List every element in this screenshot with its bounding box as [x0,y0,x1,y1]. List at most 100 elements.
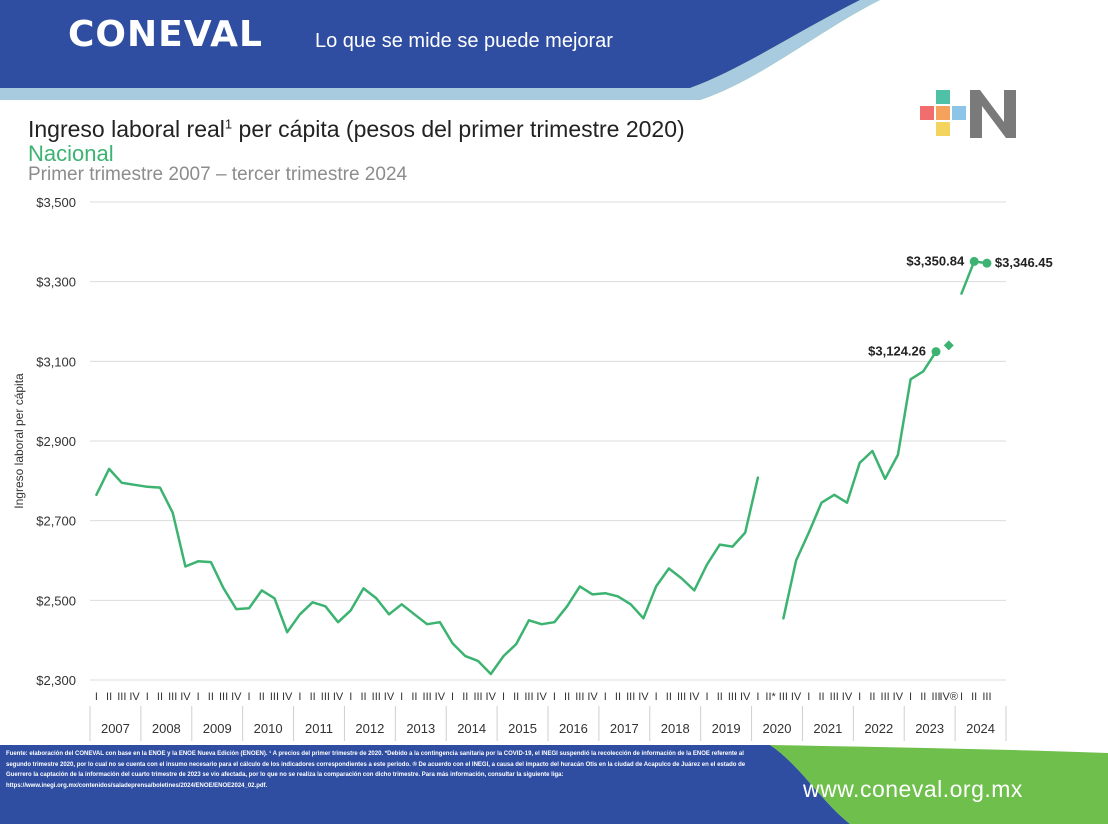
quarter-tick-label: I [909,691,912,703]
quarter-tick-label: II [462,691,468,703]
quarter-tick-label: III [524,691,533,703]
y-axis-label: Ingreso laboral per cápita [12,373,26,509]
quarter-tick-label: IV [689,691,700,703]
chart-subtitle: Nacional [28,141,114,166]
quarter-tick-label: I [400,691,403,703]
logo-square-blue [952,106,966,120]
year-tick-label: 2019 [712,721,741,736]
footer-url-link[interactable]: www.coneval.org.mx [803,776,1023,802]
chart-title-superscript: 1 [224,116,233,132]
year-tick-label: 2014 [457,721,486,736]
year-tick-label: 2020 [763,721,792,736]
year-tick-label: 2021 [813,721,842,736]
nmas-logo [920,90,1016,138]
year-tick-label: 2023 [915,721,944,736]
quarter-tick-label: I [756,691,759,703]
quarter-tick-label: II [157,691,163,703]
year-tick-label: 2018 [661,721,690,736]
year-tick-label: 2009 [203,721,232,736]
line-chart: $3,500 $3,300 $3,100 $2,900 $2,700 $2,500 $2,3… [12,195,1053,741]
quarter-tick-label: I [858,691,861,703]
quarter-tick-label: III [931,691,940,703]
year-tick-label: 2011 [305,721,333,736]
year-tick-label: 2024 [966,721,995,736]
year-tick-label: 2017 [610,721,639,736]
quarter-tick-label: III [575,691,584,703]
quarter-tick-label: III [423,691,432,703]
header-shapes [0,0,880,100]
footer-banner [0,745,1108,824]
quarter-tick-label: IV [180,691,191,703]
quarter-tick-label: III [473,691,482,703]
quarter-tick-label: II [666,691,672,703]
y-tick-label: $2,300 [36,673,76,688]
quarter-tick-label: IV [333,691,344,703]
data-point-marker [969,256,979,266]
data-point-marker [931,347,941,357]
footer-source-note: Fuente: elaboración del CONEVAL con base… [6,751,746,789]
year-tick-label: 2010 [254,721,283,736]
quarter-tick-label: III [779,691,788,703]
quarter-tick-label: I [553,691,556,703]
year-tick-label: 2015 [508,721,537,736]
y-tick-label: $3,100 [36,354,76,369]
quarter-tick-label: III [728,691,737,703]
logo-square-yellow [936,122,950,136]
quarter-tick-label: I [95,691,98,703]
quarter-tick-label: I [960,691,963,703]
quarter-tick-label: III [626,691,635,703]
quarter-tick-label: III [117,691,126,703]
quarter-tick-label: II [615,691,621,703]
quarter-tick-label: II [259,691,265,703]
quarter-tick-label: II [513,691,519,703]
quarter-tick-label: IV [638,691,649,703]
quarter-tick-label: III [677,691,686,703]
data-point-label: $3,124.26 [868,344,926,359]
data-point-label: $3,350.84 [906,253,965,268]
quarter-tick-label: I [604,691,607,703]
chart-title: Ingreso laboral real1 per cápita (pesos … [28,116,685,143]
y-tick-label: $2,500 [36,593,76,608]
quarter-tick-label: I [451,691,454,703]
y-tick-label: $3,500 [36,195,76,210]
quarter-tick-label: IV [129,691,140,703]
quarter-tick-label: II [208,691,214,703]
quarter-tick-label: II* [765,691,776,703]
quarter-tick-label: I [502,691,505,703]
y-tick-label: $2,700 [36,514,76,529]
quarter-tick-label: III [168,691,177,703]
quarter-tick-label: II [717,691,723,703]
y-tick-label: $3,300 [36,275,76,290]
quarter-tick-label: IV [384,691,395,703]
year-tick-label: 2016 [559,721,588,736]
quarter-tick-label: II [411,691,417,703]
quarter-tick-label: II [106,691,112,703]
quarter-tick-label: II [971,691,977,703]
brand-logo-text[interactable]: CONEVAL [68,14,263,55]
year-tick-label: 2012 [355,721,384,736]
data-point-marker [982,258,992,268]
quarter-tick-label: IV [486,691,497,703]
quarter-tick-label: I [298,691,301,703]
chart-title-rest: per cápita (pesos del primer trimestre 2… [232,116,685,142]
year-tick-label: 2013 [406,721,435,736]
quarter-tick-label: IV [435,691,446,703]
quarter-tick-label: I [807,691,810,703]
quarter-tick-label: II [869,691,875,703]
logo-square-orange [936,106,950,120]
header-banner: CONEVAL Lo que se mide se puede mejorar [0,0,1108,100]
y-tick-label: $2,900 [36,434,76,449]
logo-n-letter [970,90,1016,138]
logo-square-red [920,106,934,120]
series-line-segment [782,350,938,620]
footer-green-band [770,745,1108,824]
quarter-tick-label: IV [282,691,293,703]
header-blue-band [0,0,860,88]
header-tagline: Lo que se mide se puede mejorar [315,30,613,52]
year-tick-label: 2022 [864,721,893,736]
quarter-tick-label: III [219,691,228,703]
quarter-tick-label: III [321,691,330,703]
quarter-tick-label: IV [231,691,242,703]
quarter-tick-label: II [920,691,926,703]
quarter-tick-label: II [310,691,316,703]
